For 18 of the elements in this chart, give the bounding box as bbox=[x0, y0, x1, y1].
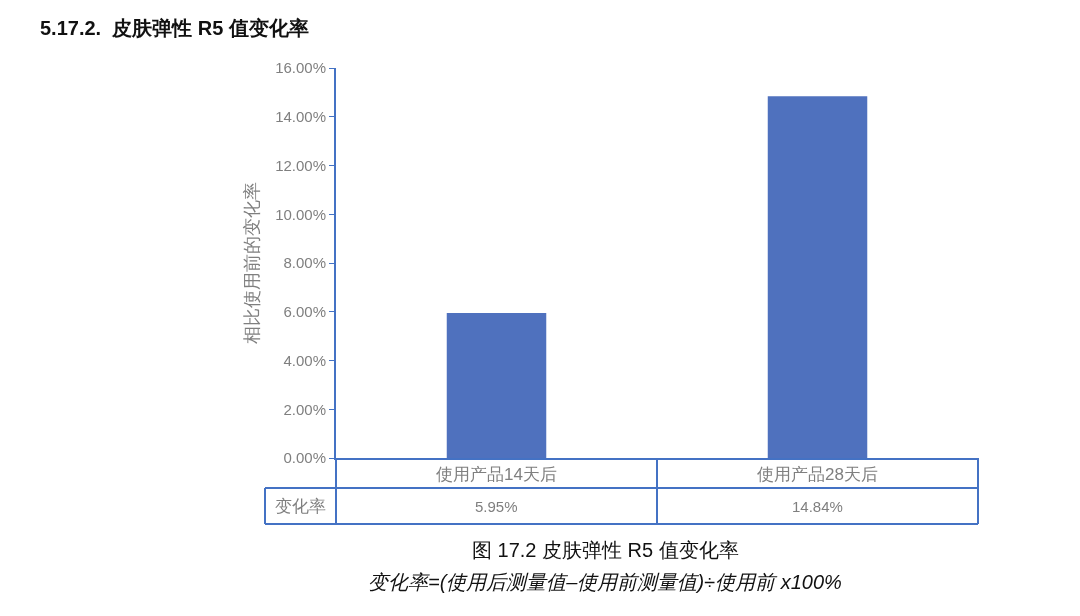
y-tick-label: 6.00% bbox=[283, 303, 326, 320]
x-tick-label: 使用产品14天后 bbox=[436, 465, 557, 485]
data-label: 14.84% bbox=[792, 498, 843, 515]
y-tick-label: 16.00% bbox=[275, 59, 326, 77]
data-label: 5.95% bbox=[475, 498, 518, 515]
caption: 图 17.2 皮肤弹性 R5 值变化率 bbox=[472, 539, 739, 561]
y-tick-label: 14.00% bbox=[275, 108, 326, 125]
y-tick-label: 8.00% bbox=[283, 254, 326, 272]
y-tick-label: 12.00% bbox=[275, 156, 326, 174]
y-tick-label: 2.00% bbox=[283, 400, 326, 418]
y-tick-label: 10.00% bbox=[275, 205, 326, 223]
y-tick-label: 4.00% bbox=[283, 351, 326, 369]
chart-title: 5.17.2. 皮肤弹性 R5 值变化率 bbox=[40, 17, 309, 39]
y-tick-label: 0.00% bbox=[283, 449, 326, 467]
x-tick-label: 使用产品28天后 bbox=[757, 465, 878, 485]
text: 变化率 bbox=[275, 497, 326, 516]
text: 变化率=(使用后测量值–使用前测量值)÷使用前 x100% bbox=[368, 571, 842, 593]
y-axis-title: 相比使用前的变化率 bbox=[241, 182, 262, 344]
